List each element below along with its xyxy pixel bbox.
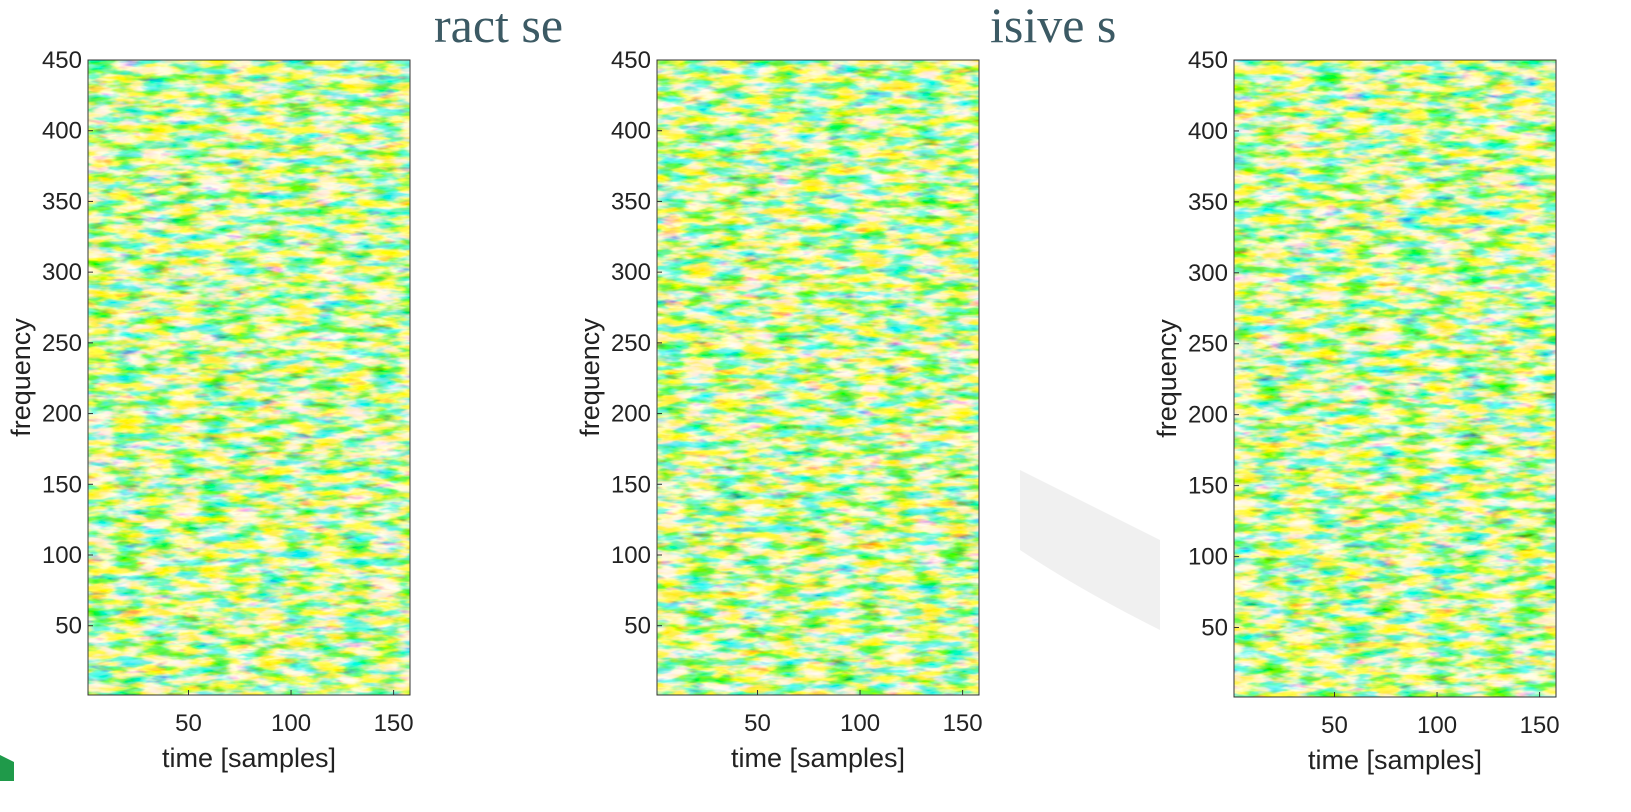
y-tick-label: 50 (1201, 614, 1228, 641)
plot-frame (656, 59, 980, 696)
x-tick-label: 150 (1520, 712, 1560, 739)
y-tick-label: 100 (611, 542, 651, 569)
x-axis-label: time [samples] (1308, 745, 1482, 775)
y-tick-label: 300 (1188, 260, 1228, 287)
heatmap-image (657, 60, 979, 695)
y-tick-label: 350 (611, 188, 651, 215)
x-tick-label: 100 (271, 710, 311, 737)
x-tick-label: 150 (374, 710, 414, 737)
y-tick-label: 250 (1188, 331, 1228, 358)
y-tick-label: 100 (1188, 544, 1228, 571)
x-tick-label: 100 (840, 710, 880, 737)
y-axis-label: frequency (1152, 319, 1182, 438)
y-tick-label: 50 (55, 613, 82, 640)
y-tick-label: 350 (42, 188, 82, 215)
y-tick-label: 400 (42, 118, 82, 145)
y-tick-label: 450 (611, 47, 651, 74)
y-tick-label: 50 (624, 613, 651, 640)
background-shape (1020, 470, 1160, 630)
background-title: ract se (434, 0, 563, 53)
y-tick-label: 150 (42, 471, 82, 498)
x-axis-label: time [samples] (162, 743, 336, 773)
y-tick-label: 400 (611, 118, 651, 145)
y-tick-label: 200 (1188, 402, 1228, 429)
y-axis-label: frequency (6, 318, 36, 437)
heatmap-image (88, 60, 410, 695)
x-axis-label: time [samples] (731, 743, 905, 773)
x-tick-label: 150 (943, 710, 983, 737)
plot-frame (87, 59, 411, 696)
chart: 50 100 150 200 250 300 350 400 450 50 100 150 time [… (6, 47, 414, 773)
y-tick-label: 100 (42, 542, 82, 569)
y-tick-label: 300 (42, 259, 82, 286)
y-tick-label: 200 (611, 401, 651, 428)
y-tick-label: 400 (1188, 118, 1228, 145)
x-tick-label: 50 (744, 710, 771, 737)
heatmap-image (1234, 60, 1556, 697)
x-tick-label: 100 (1417, 712, 1457, 739)
y-tick-label: 250 (42, 330, 82, 357)
x-tick-label: 50 (175, 710, 202, 737)
y-tick-label: 450 (1188, 47, 1228, 74)
x-tick-label: 50 (1321, 712, 1348, 739)
y-tick-label: 350 (1188, 189, 1228, 216)
chart: 50 100 150 200 250 300 350 400 450 50 100 150 time [… (1152, 47, 1560, 775)
y-tick-label: 200 (42, 401, 82, 428)
y-tick-label: 450 (42, 47, 82, 74)
logo-shape (0, 755, 14, 781)
y-tick-label: 150 (611, 471, 651, 498)
y-tick-label: 250 (611, 330, 651, 357)
plot-frame (1233, 59, 1557, 698)
chart: 50 100 150 200 250 300 350 400 450 50 100 150 time [… (575, 47, 983, 773)
y-tick-label: 300 (611, 259, 651, 286)
y-tick-label: 150 (1188, 473, 1228, 500)
background-title: isive s (990, 0, 1116, 53)
y-axis-label: frequency (575, 318, 605, 437)
